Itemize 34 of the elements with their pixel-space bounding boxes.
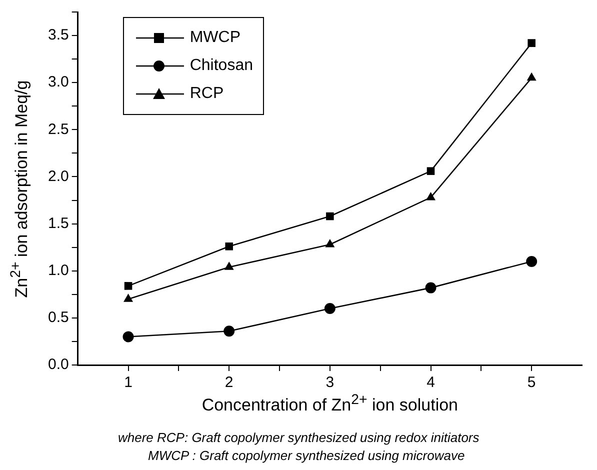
x-tick-label: 3 — [326, 374, 334, 392]
y-tick-label: 0.5 — [48, 309, 69, 326]
y-tick-label: 2.0 — [48, 168, 69, 185]
y-tick-label: 3.0 — [48, 74, 69, 91]
y-tick-label: 1.5 — [48, 214, 69, 232]
point — [224, 262, 234, 270]
point — [122, 331, 134, 342]
point — [526, 72, 536, 81]
point — [426, 167, 435, 175]
point — [426, 192, 436, 200]
point — [325, 239, 335, 248]
x-tick-label: 5 — [527, 374, 536, 392]
point — [324, 303, 336, 314]
legend-label: Chitosan — [190, 57, 253, 75]
point — [124, 282, 132, 290]
x-axis-title: Concentration of Zn$^{2+}$ ion solution — [202, 392, 458, 416]
x-tick-label: 1 — [124, 374, 132, 392]
text: where RCP: Graft copolymer synthesized using redox initiators — [118, 430, 480, 445]
x-tick-label: 4 — [426, 374, 435, 392]
y-tick-label: 1.0 — [48, 262, 69, 280]
y-tick-label: 0.0 — [48, 356, 69, 374]
point — [526, 256, 538, 267]
y-tick-label: 2.5 — [48, 120, 69, 138]
x-tick-label: 2 — [224, 374, 234, 392]
legend-label: MWCP — [190, 29, 240, 47]
point — [124, 294, 134, 302]
text: MWCP : Graft copolymer synthesized using microwave — [148, 448, 465, 463]
point — [528, 39, 536, 47]
point — [225, 242, 233, 250]
y-tick-label: 3.5 — [48, 26, 69, 44]
point — [224, 326, 235, 337]
legend-label: RCP — [190, 85, 224, 103]
point — [425, 282, 436, 294]
point — [326, 212, 334, 220]
